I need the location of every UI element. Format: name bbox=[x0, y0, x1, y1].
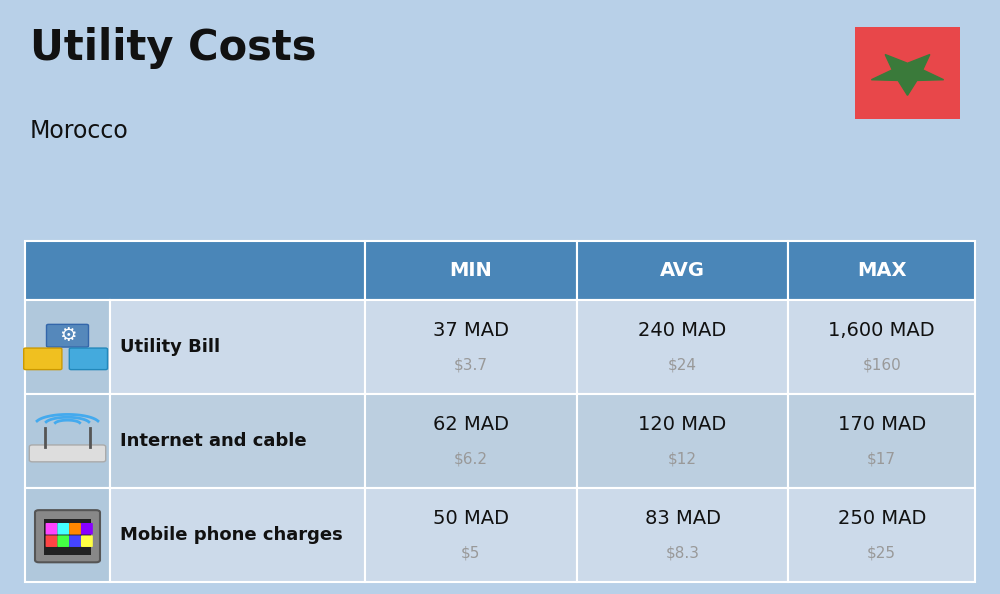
Text: ⚙: ⚙ bbox=[59, 326, 76, 345]
FancyBboxPatch shape bbox=[365, 488, 577, 582]
Text: $3.7: $3.7 bbox=[454, 358, 488, 372]
FancyBboxPatch shape bbox=[25, 394, 110, 488]
FancyBboxPatch shape bbox=[46, 535, 57, 547]
FancyBboxPatch shape bbox=[110, 300, 365, 394]
FancyBboxPatch shape bbox=[25, 300, 110, 394]
Text: 83 MAD: 83 MAD bbox=[645, 509, 721, 528]
Text: 240 MAD: 240 MAD bbox=[638, 321, 727, 340]
FancyBboxPatch shape bbox=[44, 519, 91, 555]
Text: $25: $25 bbox=[867, 545, 896, 560]
Text: $8.3: $8.3 bbox=[666, 545, 700, 560]
Text: 170 MAD: 170 MAD bbox=[838, 415, 926, 434]
FancyBboxPatch shape bbox=[46, 324, 88, 347]
Text: 50 MAD: 50 MAD bbox=[433, 509, 509, 528]
Text: Internet and cable: Internet and cable bbox=[120, 432, 307, 450]
FancyBboxPatch shape bbox=[57, 535, 69, 547]
FancyBboxPatch shape bbox=[788, 394, 975, 488]
FancyBboxPatch shape bbox=[577, 394, 788, 488]
FancyBboxPatch shape bbox=[577, 300, 788, 394]
FancyBboxPatch shape bbox=[25, 488, 110, 582]
Text: MAX: MAX bbox=[857, 261, 906, 280]
Text: MIN: MIN bbox=[449, 261, 492, 280]
Text: $17: $17 bbox=[867, 451, 896, 466]
FancyBboxPatch shape bbox=[788, 488, 975, 582]
FancyBboxPatch shape bbox=[69, 523, 81, 535]
FancyBboxPatch shape bbox=[81, 535, 93, 547]
Text: 250 MAD: 250 MAD bbox=[838, 509, 926, 528]
FancyBboxPatch shape bbox=[25, 241, 365, 300]
FancyBboxPatch shape bbox=[24, 348, 62, 369]
FancyBboxPatch shape bbox=[69, 348, 108, 369]
Text: Utility Costs: Utility Costs bbox=[30, 27, 316, 69]
Text: $24: $24 bbox=[668, 358, 697, 372]
Text: Morocco: Morocco bbox=[30, 119, 129, 143]
FancyBboxPatch shape bbox=[57, 523, 69, 535]
FancyBboxPatch shape bbox=[81, 523, 93, 535]
FancyBboxPatch shape bbox=[35, 510, 100, 563]
Text: AVG: AVG bbox=[660, 261, 705, 280]
Text: $160: $160 bbox=[862, 358, 901, 372]
Text: $12: $12 bbox=[668, 451, 697, 466]
FancyBboxPatch shape bbox=[855, 27, 960, 119]
FancyBboxPatch shape bbox=[365, 241, 577, 300]
FancyBboxPatch shape bbox=[365, 394, 577, 488]
Polygon shape bbox=[871, 55, 944, 95]
Text: 62 MAD: 62 MAD bbox=[433, 415, 509, 434]
Text: $6.2: $6.2 bbox=[454, 451, 488, 466]
Text: 37 MAD: 37 MAD bbox=[433, 321, 509, 340]
FancyBboxPatch shape bbox=[29, 445, 106, 462]
FancyBboxPatch shape bbox=[46, 523, 57, 535]
Text: Mobile phone charges: Mobile phone charges bbox=[120, 526, 343, 544]
Text: 120 MAD: 120 MAD bbox=[638, 415, 727, 434]
FancyBboxPatch shape bbox=[365, 300, 577, 394]
FancyBboxPatch shape bbox=[69, 535, 81, 547]
FancyBboxPatch shape bbox=[577, 241, 788, 300]
FancyBboxPatch shape bbox=[110, 394, 365, 488]
FancyBboxPatch shape bbox=[577, 488, 788, 582]
Text: 1,600 MAD: 1,600 MAD bbox=[828, 321, 935, 340]
FancyBboxPatch shape bbox=[110, 488, 365, 582]
Text: $5: $5 bbox=[461, 545, 481, 560]
FancyBboxPatch shape bbox=[788, 241, 975, 300]
FancyBboxPatch shape bbox=[788, 300, 975, 394]
Text: Utility Bill: Utility Bill bbox=[120, 338, 220, 356]
